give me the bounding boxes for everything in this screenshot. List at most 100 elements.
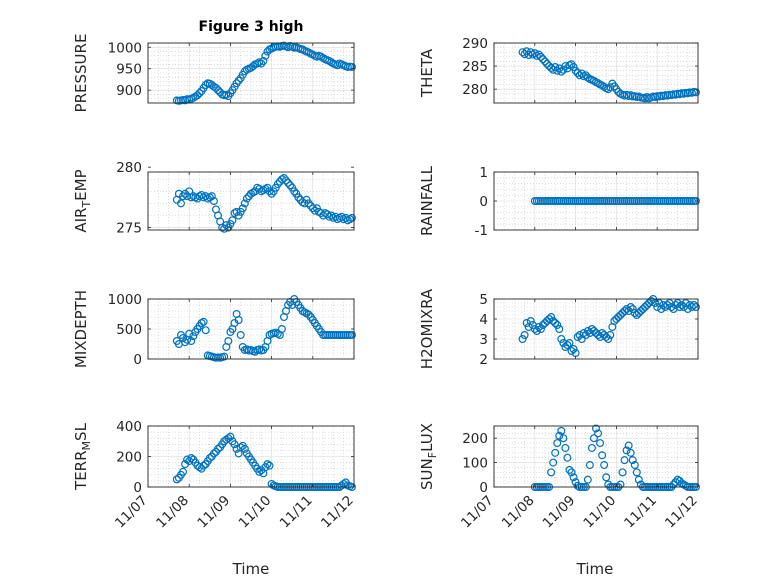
data-series xyxy=(518,295,700,358)
data-point xyxy=(347,331,356,340)
data-point xyxy=(267,189,276,198)
data-point xyxy=(594,331,603,340)
data-point xyxy=(600,331,609,340)
data-series xyxy=(172,41,356,105)
data-point xyxy=(555,325,564,334)
data-point xyxy=(557,426,566,435)
data-point xyxy=(585,329,594,338)
data-point xyxy=(534,50,543,59)
data-point xyxy=(179,467,188,476)
data-point xyxy=(579,329,588,338)
x-axis-label-right: Time xyxy=(576,560,614,578)
data-point xyxy=(255,467,264,476)
data-point xyxy=(282,176,291,185)
data-point xyxy=(528,50,537,59)
data-point xyxy=(620,307,629,316)
data-point xyxy=(642,301,651,310)
data-point xyxy=(559,434,568,443)
data-point xyxy=(545,315,554,324)
data-point xyxy=(201,192,210,201)
y-tick-label: 1 xyxy=(479,165,488,181)
y-axis-label: TERRMSL xyxy=(72,422,93,491)
data-point xyxy=(331,212,340,221)
y-axis-label: RAINFALL xyxy=(418,165,436,236)
data-point xyxy=(255,58,264,67)
subplot-air-temp: 275 280 AIRTEMP xyxy=(72,160,356,237)
data-point xyxy=(561,443,570,452)
data-point xyxy=(618,468,627,477)
x-tick-label: 11/11 xyxy=(621,493,660,532)
data-point xyxy=(220,352,229,361)
data-point xyxy=(234,316,243,325)
figure-title: Figure 3 high xyxy=(199,19,304,35)
subplot-theta: 280 285 290 THETA xyxy=(418,36,700,104)
data-point xyxy=(602,473,611,482)
data-point xyxy=(622,305,631,314)
axes-box xyxy=(493,42,699,104)
y-tick-label: 1000 xyxy=(108,292,142,308)
data-point xyxy=(176,199,185,208)
data-point xyxy=(228,216,237,225)
subplot-pressure: 900 950 1000 PRESSURE xyxy=(72,34,356,112)
data-point xyxy=(532,51,541,60)
y-tick-label: 1000 xyxy=(108,40,142,56)
data-point xyxy=(240,444,249,453)
data-point xyxy=(567,468,576,477)
data-point xyxy=(543,59,552,68)
data-point xyxy=(240,199,249,208)
y-axis-label: H2OMIXRA xyxy=(418,288,436,369)
data-point xyxy=(199,461,208,470)
data-point xyxy=(273,180,282,189)
y-tick-label: 290 xyxy=(462,36,488,52)
data-point xyxy=(222,221,231,230)
data-point xyxy=(626,303,635,312)
data-point xyxy=(211,83,220,92)
data-series xyxy=(172,295,356,362)
data-point xyxy=(518,335,527,344)
data-point xyxy=(669,480,678,489)
data-point xyxy=(561,343,570,352)
y-tick-label: 0 xyxy=(133,480,142,496)
data-point xyxy=(187,337,196,346)
data-point xyxy=(337,212,346,221)
data-point xyxy=(645,299,654,308)
data-point xyxy=(575,71,584,80)
data-point xyxy=(189,332,198,341)
data-point xyxy=(193,91,202,100)
data-point xyxy=(657,305,666,314)
data-point xyxy=(551,319,560,328)
subplot-rainfall: -1 0 1 RAINFALL xyxy=(418,165,700,239)
data-point xyxy=(549,317,558,326)
data-point xyxy=(594,429,603,438)
data-point xyxy=(583,73,592,82)
x-tick-label: 11/12 xyxy=(662,493,701,532)
data-point xyxy=(589,327,598,336)
data-point xyxy=(606,331,615,340)
data-point xyxy=(581,331,590,340)
y-tick-label: 0 xyxy=(133,352,142,368)
data-point xyxy=(526,317,535,326)
data-point xyxy=(555,431,564,440)
data-point xyxy=(642,92,651,101)
y-tick-label: 280 xyxy=(116,160,142,176)
data-point xyxy=(341,213,350,222)
y-tick-label: 275 xyxy=(116,221,142,237)
y-tick-label: 285 xyxy=(462,59,488,75)
data-point xyxy=(673,299,682,308)
data-point xyxy=(553,439,562,448)
y-tick-label: -1 xyxy=(475,223,488,239)
data-point xyxy=(226,432,235,441)
data-point xyxy=(551,448,560,457)
data-point xyxy=(323,210,332,219)
data-point xyxy=(530,325,539,334)
data-point xyxy=(214,86,223,95)
data-point xyxy=(259,56,268,65)
data-point xyxy=(636,307,645,316)
data-point xyxy=(596,439,605,448)
x-tick-label: 11/12 xyxy=(318,493,357,532)
data-point xyxy=(236,443,245,452)
data-point xyxy=(598,451,607,460)
subplot-mixdepth: 0 500 1000 MIXDEPTH xyxy=(72,290,356,368)
data-point xyxy=(547,313,556,322)
data-point xyxy=(183,192,192,201)
